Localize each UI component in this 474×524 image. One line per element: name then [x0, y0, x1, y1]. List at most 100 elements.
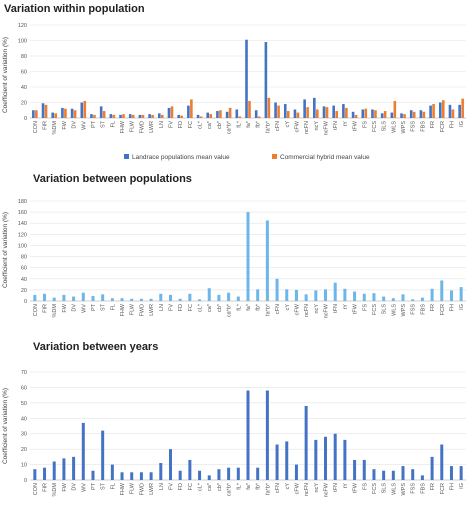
x-tick-label: %DM: [52, 121, 58, 135]
bar: [128, 114, 132, 119]
x-tick-label: cY: [285, 121, 291, 128]
y-tick-label: 160: [18, 210, 27, 216]
bar: [99, 106, 103, 119]
bar: [178, 298, 182, 301]
x-tick-label: DV: [72, 483, 78, 491]
bar: [283, 104, 287, 118]
x-tick-label: ncY: [314, 483, 320, 493]
bar: [393, 100, 397, 118]
x-tick-label: fL*: [236, 120, 242, 128]
chart-panel-1: Variation within population 0 20 40 60 80 100 1…: [2, 3, 466, 161]
bar: [196, 114, 200, 118]
bar: [449, 290, 453, 301]
x-tick-label: fa*: [246, 120, 252, 128]
bar: [353, 291, 357, 301]
x-tick-label: WLS: [391, 483, 397, 495]
bar: [422, 111, 426, 118]
x-tick-label: FCS: [372, 121, 378, 132]
bar: [391, 470, 395, 480]
y-tick-label: 100: [18, 39, 27, 45]
x-tick-label: FR: [430, 121, 436, 128]
x-tick-label: FBS: [420, 121, 426, 132]
x-tick-label: cFN: [275, 483, 281, 493]
bar: [286, 111, 290, 118]
x-tick-label: IG: [459, 304, 465, 310]
bar: [199, 116, 203, 118]
bar: [110, 464, 114, 480]
x-tick-label: tFN: [333, 304, 339, 313]
bar: [170, 106, 174, 119]
x-tick-label: tFN: [333, 121, 339, 130]
bar: [148, 114, 151, 119]
bar: [180, 115, 183, 118]
bar: [209, 114, 213, 119]
x-tick-label: FCS: [372, 304, 378, 315]
x-tick-label: FIR: [43, 483, 49, 492]
bar: [161, 114, 164, 118]
bar: [51, 112, 55, 118]
bar: [159, 463, 163, 480]
x-tick-label: cFN: [275, 304, 281, 314]
x-tick-label: ncFW: [324, 120, 330, 135]
bar: [294, 464, 298, 480]
bar: [304, 294, 308, 301]
bar: [429, 105, 432, 118]
bar: [275, 278, 279, 301]
bar: [335, 111, 338, 118]
x-tick-label: FLW: [130, 303, 136, 315]
bar: [120, 298, 124, 301]
legend-swatch: [272, 154, 277, 159]
bar: [130, 298, 134, 301]
x-tick-label: tFW: [353, 303, 359, 314]
bar: [314, 290, 318, 301]
bar: [91, 470, 95, 480]
y-tick-label: 120: [18, 232, 27, 238]
x-tick-label: ca*: [207, 120, 213, 129]
bar: [207, 475, 211, 480]
bar: [265, 220, 269, 301]
y-tick-label: 180: [18, 199, 27, 205]
y-tick-label: 20: [21, 101, 27, 107]
x-tick-label: FS: [362, 121, 368, 128]
x-tick-label: fL*: [236, 303, 242, 311]
x-tick-label: fa*: [246, 482, 252, 490]
bar: [316, 109, 319, 118]
bar: [168, 294, 172, 301]
bar: [151, 114, 154, 118]
bar: [382, 296, 386, 301]
x-tick-label: FSS: [411, 483, 417, 494]
x-tick-label: FH: [449, 121, 455, 128]
bar: [91, 296, 95, 301]
x-tick-label: FCS: [372, 483, 378, 494]
x-tick-label: tY: [343, 121, 349, 127]
bar: [412, 111, 416, 118]
bar: [44, 104, 48, 118]
x-tick-label: FL: [110, 121, 116, 127]
y-tick-label: 140: [18, 221, 27, 227]
bar: [198, 470, 202, 480]
bar: [43, 467, 47, 480]
x-tick-label: FHW: [120, 120, 126, 133]
bar: [217, 469, 221, 480]
bar: [187, 105, 190, 118]
bar: [362, 459, 366, 480]
x-tick-label: FV: [168, 121, 174, 128]
y-axis-label: Coefficient of variation (%): [2, 388, 9, 464]
x-tick-label: FCR: [440, 304, 446, 315]
y-tick-label: 100: [18, 243, 27, 249]
bar: [225, 111, 229, 118]
bar: [177, 114, 180, 118]
x-tick-label: FR: [430, 304, 436, 311]
y-tick-label: 60: [21, 385, 27, 391]
x-tick-label: FIR: [43, 304, 49, 313]
bar: [81, 422, 85, 480]
bar: [306, 107, 309, 118]
x-tick-label: FC: [188, 483, 194, 490]
x-tick-label: FCR: [440, 121, 446, 132]
bar: [33, 294, 37, 301]
bar: [217, 294, 221, 301]
x-tick-label: cL*: [198, 303, 204, 312]
bar: [458, 104, 461, 118]
x-tick-label: SLS: [382, 121, 388, 132]
